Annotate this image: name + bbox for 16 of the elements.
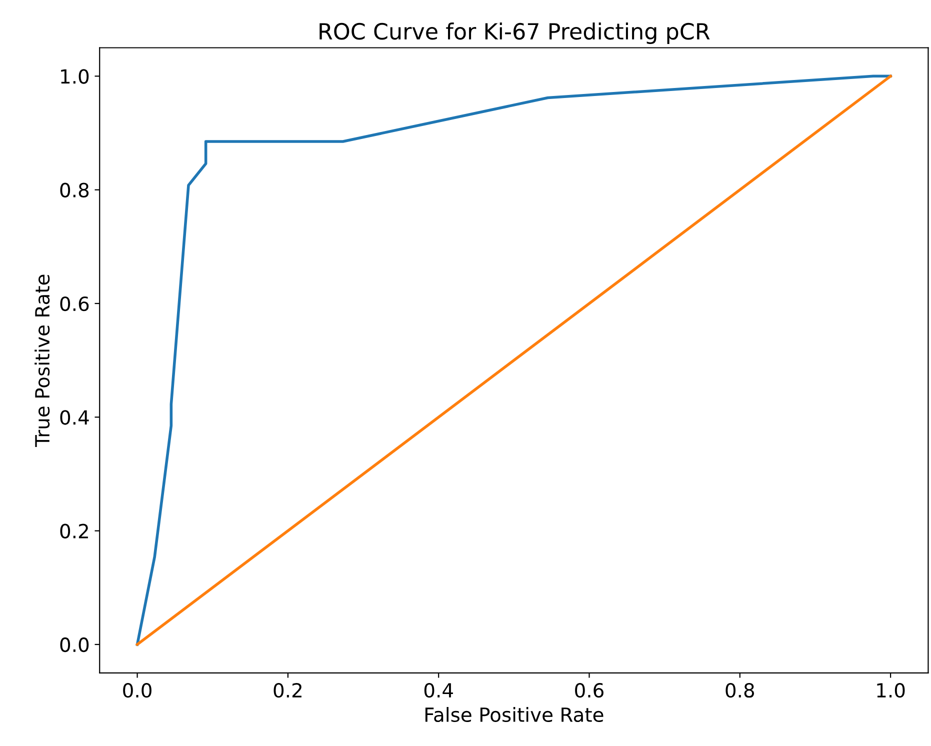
line-series <box>136 74 892 646</box>
x-tick-label: 1.0 <box>877 682 905 698</box>
y-tick-label: 0.8 <box>60 182 89 198</box>
y-axis-title: True Positive Rate <box>34 274 50 447</box>
x-tick-label: 0.2 <box>274 682 302 698</box>
y-tick-label: 1.0 <box>61 69 89 84</box>
x-tick-label: 0.0 <box>123 682 152 698</box>
y-tick-label: 0.4 <box>60 410 89 425</box>
y-tick-label: 0.2 <box>60 524 88 538</box>
x-tick-label: 0.4 <box>424 682 453 698</box>
y-tick-label: 0.6 <box>60 296 89 312</box>
chart-title: ROC Curve for Ki-67 Predicting pCR <box>320 22 710 44</box>
x-axis-title: False Positive Rate <box>425 706 604 722</box>
y-tick-label: 0.0 <box>60 637 89 652</box>
x-tick-label: 0.8 <box>726 682 754 698</box>
x-tick-label: 0.6 <box>575 682 604 698</box>
